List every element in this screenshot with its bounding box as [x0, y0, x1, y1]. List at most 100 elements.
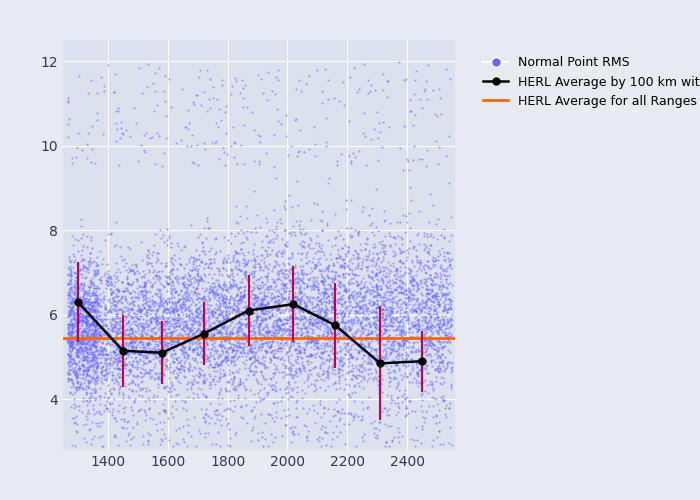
Point — [419, 312, 430, 320]
Point — [420, 330, 431, 338]
Point — [242, 312, 253, 320]
Point — [126, 313, 137, 321]
Point — [118, 361, 130, 369]
Point — [104, 360, 115, 368]
Point — [91, 326, 102, 334]
Point — [116, 328, 127, 336]
Point — [85, 304, 97, 312]
Point — [321, 346, 332, 354]
Point — [88, 318, 99, 326]
Point — [323, 180, 334, 188]
Point — [329, 357, 340, 365]
Point — [310, 319, 321, 327]
Point — [419, 240, 430, 248]
Point — [118, 302, 130, 310]
Point — [315, 364, 326, 372]
Point — [136, 286, 148, 294]
Point — [71, 336, 83, 344]
Point — [431, 320, 442, 328]
Point — [267, 311, 278, 319]
Point — [281, 303, 293, 311]
Point — [370, 258, 382, 266]
Point — [124, 330, 135, 338]
Point — [340, 376, 351, 384]
Point — [290, 345, 302, 353]
Point — [135, 326, 146, 334]
Point — [230, 302, 241, 310]
Point — [419, 344, 430, 352]
Point — [62, 374, 74, 382]
Point — [162, 314, 174, 322]
Point — [351, 88, 362, 96]
Point — [232, 326, 244, 334]
Point — [108, 88, 120, 96]
Point — [82, 331, 93, 339]
Point — [344, 278, 355, 285]
Point — [146, 306, 158, 314]
Point — [285, 438, 296, 446]
Point — [143, 369, 154, 377]
Point — [383, 123, 394, 131]
Point — [138, 324, 149, 332]
Point — [439, 303, 450, 311]
Point — [186, 324, 197, 332]
Point — [372, 326, 383, 334]
Point — [282, 266, 293, 274]
Point — [354, 284, 365, 292]
Point — [140, 319, 151, 327]
Point — [71, 325, 82, 333]
Point — [297, 354, 308, 362]
Point — [83, 322, 94, 330]
Point — [271, 258, 282, 266]
Point — [150, 309, 162, 317]
Point — [207, 336, 218, 344]
Point — [172, 298, 183, 306]
Point — [141, 306, 153, 314]
Point — [237, 334, 248, 342]
Point — [433, 358, 444, 366]
Point — [220, 336, 231, 344]
Point — [300, 352, 312, 360]
Point — [258, 325, 269, 333]
Point — [77, 352, 88, 360]
Point — [223, 338, 234, 346]
Point — [263, 328, 274, 336]
Point — [387, 346, 398, 354]
Point — [250, 306, 261, 314]
Point — [70, 321, 81, 329]
Point — [367, 204, 378, 212]
Point — [288, 320, 299, 328]
Point — [133, 302, 144, 310]
Point — [421, 314, 432, 322]
Point — [298, 314, 309, 322]
Point — [108, 296, 119, 304]
Point — [312, 343, 323, 351]
Point — [82, 325, 93, 333]
Point — [232, 299, 244, 307]
Point — [268, 373, 279, 381]
Point — [174, 311, 185, 319]
Point — [92, 108, 103, 116]
Point — [97, 442, 108, 450]
Point — [211, 335, 222, 343]
Point — [223, 378, 235, 386]
Point — [259, 288, 270, 296]
Point — [111, 324, 122, 332]
Point — [178, 322, 190, 330]
Point — [170, 343, 181, 351]
Point — [176, 308, 188, 316]
Point — [85, 249, 96, 257]
Point — [86, 290, 97, 298]
Point — [258, 340, 269, 348]
Point — [402, 373, 413, 381]
Point — [405, 334, 416, 342]
Point — [355, 298, 366, 306]
Point — [122, 331, 133, 339]
Point — [232, 229, 244, 237]
Point — [383, 284, 394, 292]
Point — [165, 257, 176, 265]
Point — [254, 264, 265, 272]
Point — [272, 305, 283, 313]
Point — [124, 332, 135, 340]
Point — [360, 306, 372, 314]
